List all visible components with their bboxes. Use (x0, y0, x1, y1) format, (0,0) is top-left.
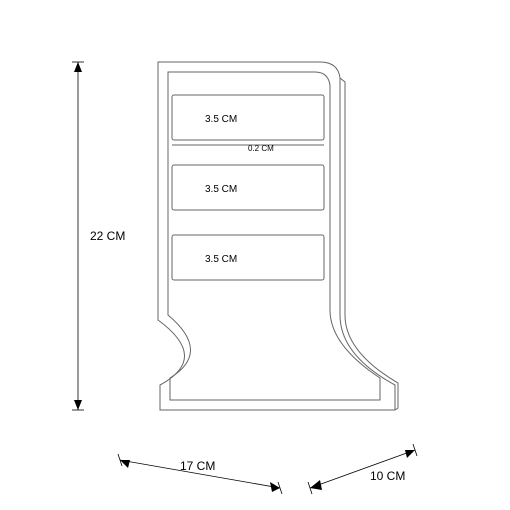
slot1-label: 3.5 CM (205, 114, 237, 125)
depth-label: 10 CM (370, 469, 405, 483)
slot-2 (172, 165, 324, 210)
stand-inner-frame (168, 72, 380, 400)
technical-drawing: 3.5 CM 0.2 CM 3.5 CM 3.5 CM 22 CM 17 CM … (0, 0, 510, 510)
height-arrow-bottom (74, 400, 82, 410)
slot3-label: 3.5 CM (205, 254, 237, 265)
gap-label: 0.2 CM (248, 144, 274, 153)
depth-arrow-left (310, 480, 322, 490)
width-label: 17 CM (180, 459, 215, 473)
slot-3 (172, 235, 324, 280)
height-label: 22 CM (90, 229, 125, 243)
stand-outer-frame (158, 62, 395, 410)
depth-arrow-right (405, 450, 415, 458)
slot2-label: 3.5 CM (205, 184, 237, 195)
stand-side-edge (340, 78, 398, 410)
slot-1 (172, 95, 324, 140)
height-arrow-top (74, 62, 82, 72)
